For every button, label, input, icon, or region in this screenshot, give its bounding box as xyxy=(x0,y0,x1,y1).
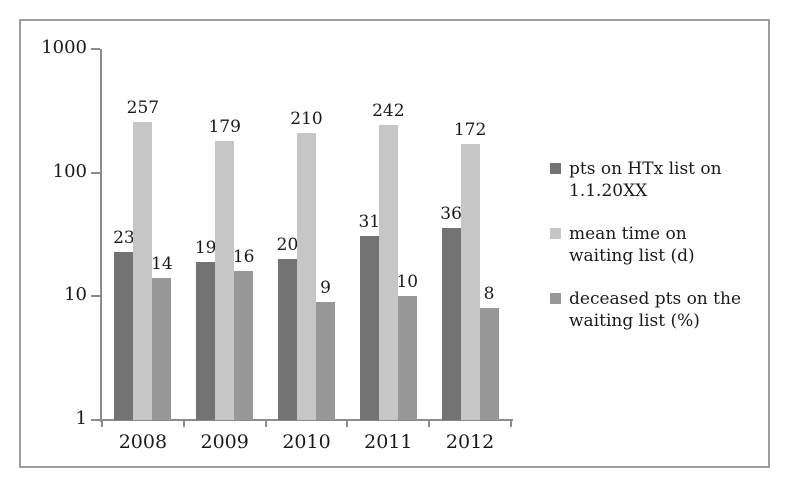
bar-deceased-pts-on-the-waiting-list- xyxy=(234,271,254,420)
bar-deceased-pts-on-the-waiting-list- xyxy=(479,308,499,420)
y-axis-tick xyxy=(91,48,100,50)
bar-data-label: 10 xyxy=(396,272,419,293)
bar-mean-time-on-waiting-list-d- xyxy=(133,121,153,420)
bar-data-label: 172 xyxy=(453,119,487,140)
x-axis-tick xyxy=(510,420,512,427)
bar-data-label: 8 xyxy=(483,284,495,305)
x-category-label: 2010 xyxy=(282,431,331,453)
bar-deceased-pts-on-the-waiting-list- xyxy=(316,301,335,420)
x-axis-tick xyxy=(264,420,267,427)
bar-mean-time-on-waiting-list-d- xyxy=(297,132,316,420)
bar-data-label: 257 xyxy=(126,97,160,118)
y-axis-tick xyxy=(91,419,100,421)
x-axis-tick xyxy=(101,420,103,427)
chart-legend: pts on HTx list on 1.1.20XX mean time on wa… xyxy=(550,158,765,353)
chart-frame: 1 10 100 1000 2008 2009 2010 2011 2012 23 19 20 31 36… xyxy=(19,19,770,468)
bar-data-label: 242 xyxy=(372,101,405,122)
x-axis-tick xyxy=(428,420,431,427)
bar-data-label: 16 xyxy=(232,247,255,268)
bar-mean-time-on-waiting-list-d- xyxy=(215,141,235,420)
bar-data-label: 210 xyxy=(290,108,323,129)
bar-data-label: 179 xyxy=(208,117,241,138)
legend-swatch-icon xyxy=(550,293,561,304)
bar-pts-on-htx-list-on-1-1-20xx xyxy=(196,261,216,420)
bar-data-label: 19 xyxy=(194,237,217,258)
plot-area: 1 10 100 1000 2008 2009 2010 2011 2012 23 19 20 31 36… xyxy=(21,21,566,466)
y-axis-tick-label: 1000 xyxy=(41,37,87,58)
x-category-label: 2008 xyxy=(118,431,168,453)
bar-pts-on-htx-list-on-1-1-20xx xyxy=(114,251,134,420)
bar-deceased-pts-on-the-waiting-list- xyxy=(397,296,417,420)
bar-deceased-pts-on-the-waiting-list- xyxy=(152,278,172,420)
x-axis-tick xyxy=(346,420,349,427)
legend-swatch-icon xyxy=(550,228,561,239)
x-category-label: 2011 xyxy=(364,431,413,453)
legend-swatch-icon xyxy=(550,163,561,174)
bar-mean-time-on-waiting-list-d- xyxy=(378,125,398,420)
bar-mean-time-on-waiting-list-d- xyxy=(460,143,480,420)
bar-data-label: 36 xyxy=(440,203,462,224)
x-axis-line xyxy=(100,419,513,421)
bar-pts-on-htx-list-on-1-1-20xx xyxy=(441,227,461,420)
legend-label: mean time on waiting list (d) xyxy=(569,224,695,266)
x-category-label: 2009 xyxy=(200,431,249,453)
bar-data-label: 23 xyxy=(113,227,135,248)
legend-entry: deceased pts on the waiting list (%) xyxy=(550,288,765,332)
x-axis-tick xyxy=(182,420,185,427)
legend-label: pts on HTx list on 1.1.20XX xyxy=(569,159,722,201)
bar-data-label: 14 xyxy=(151,254,173,275)
y-axis-tick-label: 1 xyxy=(75,408,87,429)
bar-data-label: 9 xyxy=(320,277,331,298)
legend-entry: pts on HTx list on 1.1.20XX xyxy=(550,158,765,202)
bar-pts-on-htx-list-on-1-1-20xx xyxy=(359,235,379,420)
y-axis-tick xyxy=(91,295,100,298)
y-axis-line xyxy=(100,49,102,422)
x-category-label: 2012 xyxy=(445,431,495,453)
legend-label: deceased pts on the waiting list (%) xyxy=(569,289,742,331)
y-axis-tick-label: 10 xyxy=(64,284,87,306)
bar-data-label: 31 xyxy=(358,211,381,232)
y-axis-tick-label: 100 xyxy=(52,160,87,182)
bar-data-label: 20 xyxy=(276,235,299,256)
y-axis-tick xyxy=(91,171,100,174)
bar-pts-on-htx-list-on-1-1-20xx xyxy=(278,259,297,420)
legend-entry: mean time on waiting list (d) xyxy=(550,223,765,267)
